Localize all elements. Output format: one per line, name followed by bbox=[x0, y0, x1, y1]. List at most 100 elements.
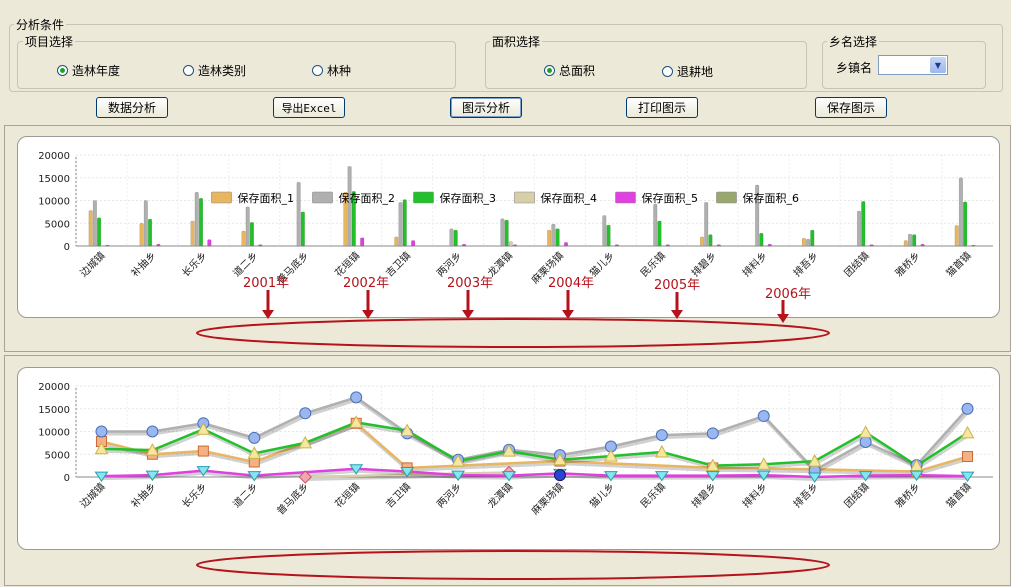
legend-item: 保存面积_2 bbox=[312, 191, 395, 205]
marker-triangle bbox=[756, 457, 771, 470]
marker-square bbox=[197, 445, 209, 457]
radio-label: 造林年度 bbox=[72, 64, 121, 78]
marker-triangle bbox=[807, 454, 822, 467]
radio-total-area[interactable]: 总面积 bbox=[544, 62, 595, 79]
x-tick-label: 龙潭镇 bbox=[485, 249, 515, 279]
x-tick-label: 边城镇 bbox=[77, 480, 107, 510]
legend-item: 保存面积_4 bbox=[514, 191, 597, 205]
legend-swatch bbox=[716, 191, 737, 204]
y-tick-label: 15000 bbox=[38, 405, 70, 416]
bar bbox=[249, 222, 254, 247]
analysis-conditions-title: 分析条件 bbox=[14, 16, 67, 33]
project-select-title: 项目选择 bbox=[23, 33, 76, 50]
series-line bbox=[101, 421, 969, 468]
marker-triangle bbox=[145, 443, 160, 456]
bar bbox=[700, 236, 705, 247]
radio-afforestation-year[interactable]: 造林年度 bbox=[57, 62, 120, 79]
radio-returned-farmland[interactable]: 退耕地 bbox=[662, 63, 713, 80]
bar bbox=[245, 206, 250, 247]
x-tick-label: 吉卫镇 bbox=[383, 249, 413, 279]
marker-down-triangle bbox=[400, 467, 415, 478]
bar bbox=[347, 166, 352, 247]
bar bbox=[606, 224, 611, 247]
bar bbox=[143, 200, 148, 247]
radio-dot bbox=[183, 65, 194, 76]
bar bbox=[704, 202, 709, 247]
bar bbox=[657, 220, 662, 247]
bar bbox=[504, 219, 509, 247]
x-tick-label: 团结镇 bbox=[841, 480, 871, 510]
bar bbox=[97, 217, 102, 247]
bar bbox=[462, 243, 467, 247]
x-tick-label: 道二乡 bbox=[230, 480, 260, 510]
data-analysis-button[interactable]: 数据分析 bbox=[96, 97, 168, 118]
town-select-group bbox=[822, 41, 986, 89]
x-tick-label: 麻栗场镇 bbox=[529, 249, 566, 286]
x-tick-label: 两河乡 bbox=[435, 250, 465, 280]
x-tick-label: 雅桥乡 bbox=[892, 480, 922, 510]
radio-label: 总面积 bbox=[559, 64, 596, 78]
bar bbox=[614, 244, 619, 247]
marker-circle bbox=[706, 427, 719, 440]
marker-down-triangle bbox=[603, 471, 618, 482]
bar bbox=[190, 220, 195, 247]
marker-triangle bbox=[858, 425, 873, 438]
marker-down-triangle bbox=[654, 471, 669, 482]
marker-down-triangle bbox=[858, 471, 873, 482]
radio-afforestation-type[interactable]: 造林类别 bbox=[183, 62, 246, 79]
y-tick-label: 5000 bbox=[45, 450, 70, 461]
x-tick-label: 吉卫镇 bbox=[383, 480, 413, 510]
x-tick-label: 补抽乡 bbox=[128, 249, 158, 279]
y-tick-label: 5000 bbox=[45, 219, 70, 230]
x-tick-label: 普马底乡 bbox=[274, 480, 311, 517]
bar bbox=[207, 239, 212, 247]
marker-circle bbox=[961, 402, 974, 415]
marker-circle bbox=[146, 425, 159, 438]
marker-circle bbox=[95, 425, 108, 438]
project-select-group bbox=[17, 41, 456, 89]
marker-circle bbox=[248, 431, 261, 444]
bar bbox=[194, 192, 199, 247]
bar bbox=[869, 244, 874, 247]
x-tick-label: 排吾乡 bbox=[790, 480, 820, 510]
chevron-down-icon[interactable]: ▼ bbox=[930, 57, 946, 73]
legend-swatch bbox=[211, 191, 232, 204]
marker-down-triangle bbox=[756, 470, 771, 482]
bar bbox=[759, 233, 764, 247]
legend-label: 保存面积_1 bbox=[238, 191, 295, 205]
marker-down-triangle bbox=[451, 470, 466, 482]
series-line bbox=[101, 395, 969, 472]
bar bbox=[360, 237, 365, 247]
marker-triangle bbox=[502, 444, 516, 457]
x-tick-label: 道二乡 bbox=[230, 249, 260, 279]
bar bbox=[92, 200, 97, 247]
bar bbox=[296, 182, 301, 247]
export-excel-button[interactable]: 导出Excel bbox=[273, 97, 345, 118]
marker-triangle bbox=[298, 435, 313, 449]
radio-forest-species[interactable]: 林种 bbox=[312, 62, 351, 79]
legend-label: 保存面积_5 bbox=[642, 191, 699, 205]
bar bbox=[963, 201, 968, 247]
marker-diamond bbox=[298, 470, 312, 484]
x-tick-label: 猫首镇 bbox=[943, 480, 973, 510]
marker-circle bbox=[859, 435, 872, 448]
bar bbox=[241, 230, 246, 247]
marker-down-triangle bbox=[909, 470, 924, 482]
legend-swatch bbox=[413, 191, 434, 204]
chart-analysis-button[interactable]: 图示分析 bbox=[450, 97, 522, 118]
bar bbox=[148, 218, 153, 247]
marker-triangle bbox=[94, 441, 109, 455]
x-tick-label: 雅桥乡 bbox=[892, 249, 922, 279]
analysis-conditions-group bbox=[9, 24, 1003, 92]
bar bbox=[708, 234, 713, 247]
x-tick-label: 排吾乡 bbox=[790, 249, 820, 279]
marker-circle bbox=[757, 410, 770, 423]
bar bbox=[453, 229, 458, 247]
marker-triangle bbox=[553, 452, 567, 466]
save-chart-button[interactable]: 保存图示 bbox=[815, 97, 887, 118]
bar bbox=[551, 223, 556, 247]
print-chart-button[interactable]: 打印图示 bbox=[626, 97, 698, 118]
marker-down-triangle bbox=[94, 471, 109, 482]
x-tick-label: 麻栗场镇 bbox=[529, 480, 566, 517]
town-name-select[interactable]: ▼ bbox=[878, 55, 948, 75]
